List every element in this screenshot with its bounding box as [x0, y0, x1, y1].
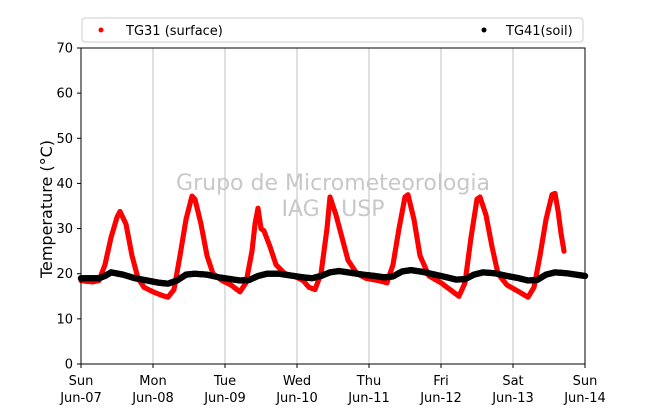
legend-label-surface: TG31 (surface)	[125, 24, 223, 39]
x-tick-label-date: Jun-11	[347, 391, 390, 406]
y-tick-label: 0	[65, 358, 73, 373]
x-tick-label-date: Jun-13	[491, 391, 534, 406]
watermark-line-1: Grupo de Micrometeorologia	[176, 171, 490, 196]
x-tick-label-date: Jun-10	[275, 391, 318, 406]
x-tick-label-day: Wed	[283, 374, 311, 389]
y-axis-label: Temperature (°C)	[37, 140, 56, 279]
legend-label-soil: TG41(soil)	[505, 24, 573, 39]
data-layer	[77, 190, 589, 300]
x-tick-label-day: Sat	[502, 374, 523, 389]
y-tick-label: 30	[56, 222, 73, 237]
y-tick-label: 60	[56, 87, 73, 102]
y-tick-label: 20	[56, 267, 73, 282]
legend-box	[81, 17, 584, 43]
x-tick-label-date: Jun-09	[203, 391, 246, 406]
x-tick-label-day: Mon	[139, 374, 166, 389]
x-tick-label-day: Sun	[69, 374, 94, 389]
x-tick-label-date: Jun-07	[59, 391, 102, 406]
legend-marker-surface	[98, 27, 104, 33]
x-tick-label-day: Tue	[213, 374, 236, 389]
y-tick-label: 50	[56, 132, 73, 147]
axis-layer: Sun Jun-07 Mon Jun-08 Tue Jun-09 Wed Jun-10 Thu J…	[56, 42, 605, 407]
y-tick-label: 10	[56, 312, 73, 327]
plot-frame	[80, 47, 586, 365]
y-tick-label: 70	[56, 42, 73, 57]
legend-marker-soil	[481, 27, 487, 33]
surface-point	[561, 248, 567, 254]
grid-layer	[152, 48, 514, 364]
y-tick-label: 40	[56, 177, 73, 192]
x-tick-label-day: Fri	[433, 374, 449, 389]
x-tick-label-date: Jun-12	[419, 391, 462, 406]
x-tick-label-day: Sun	[573, 374, 598, 389]
x-tick-label-date: Jun-08	[131, 391, 174, 406]
x-tick-label-date: Jun-14	[563, 391, 606, 406]
x-tick-label-day: Thu	[356, 374, 381, 389]
